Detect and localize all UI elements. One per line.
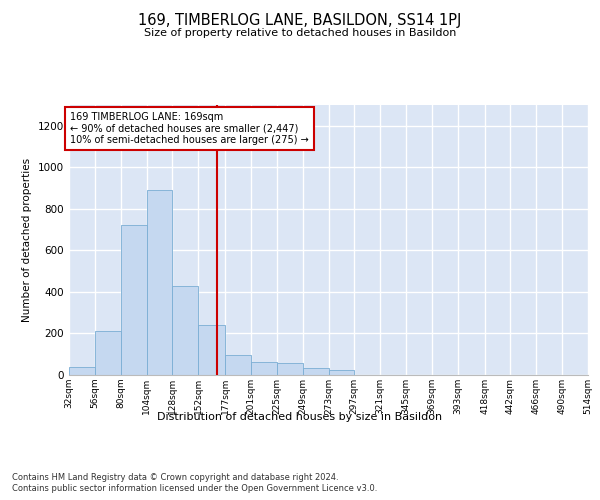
Bar xyxy=(302,368,329,375)
Text: Contains public sector information licensed under the Open Government Licence v3: Contains public sector information licen… xyxy=(12,484,377,493)
Bar xyxy=(95,332,121,375)
Bar xyxy=(251,362,277,375)
Bar xyxy=(198,325,225,375)
Bar xyxy=(277,362,302,375)
Bar xyxy=(225,356,251,375)
Bar xyxy=(329,370,355,375)
Text: Contains HM Land Registry data © Crown copyright and database right 2024.: Contains HM Land Registry data © Crown c… xyxy=(12,472,338,482)
Bar xyxy=(69,366,95,375)
Bar xyxy=(146,190,172,375)
Text: 169 TIMBERLOG LANE: 169sqm
← 90% of detached houses are smaller (2,447)
10% of s: 169 TIMBERLOG LANE: 169sqm ← 90% of deta… xyxy=(70,112,309,146)
Text: Distribution of detached houses by size in Basildon: Distribution of detached houses by size … xyxy=(157,412,443,422)
Y-axis label: Number of detached properties: Number of detached properties xyxy=(22,158,32,322)
Bar xyxy=(172,286,198,375)
Bar xyxy=(121,226,146,375)
Text: 169, TIMBERLOG LANE, BASILDON, SS14 1PJ: 169, TIMBERLOG LANE, BASILDON, SS14 1PJ xyxy=(139,12,461,28)
Text: Size of property relative to detached houses in Basildon: Size of property relative to detached ho… xyxy=(144,28,456,38)
